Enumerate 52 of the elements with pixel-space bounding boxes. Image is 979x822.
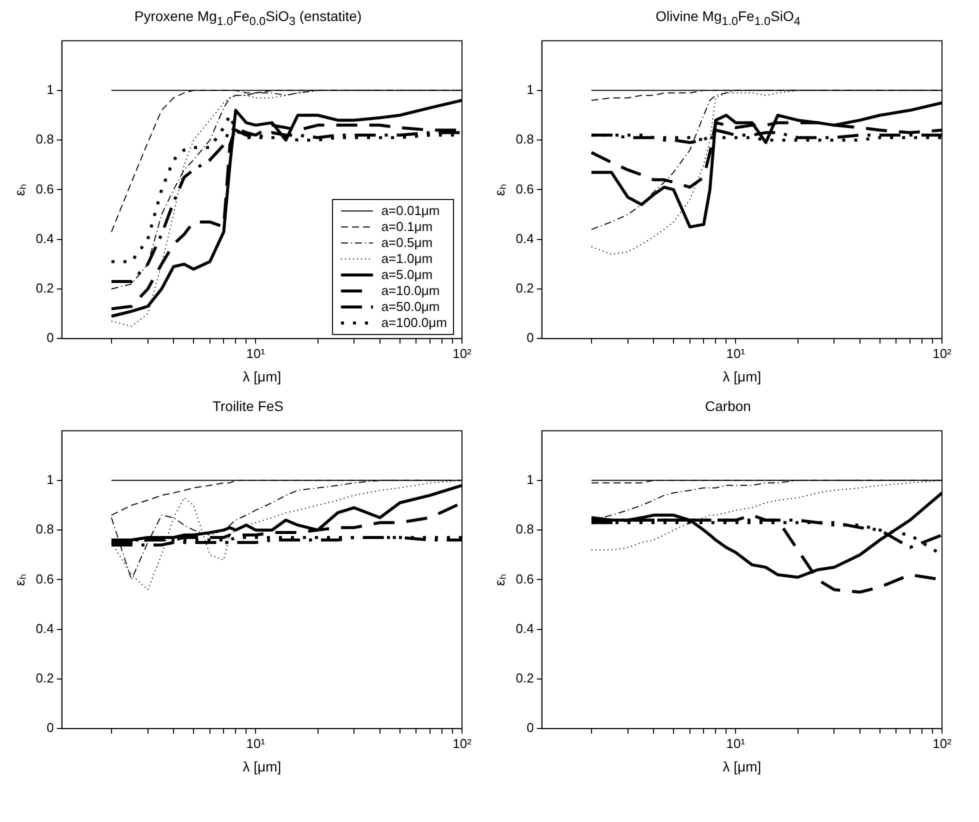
x-axis-title: λ [μm] [242,758,282,774]
x-axis-title: λ [μm] [242,368,282,384]
y-tick-label: 0.6 [36,181,54,196]
y-tick-label: 0 [46,720,54,736]
y-tick-label: 0.6 [516,571,534,586]
legend-label: a=100.0μm [381,314,447,331]
y-tick-label: 0.2 [516,280,534,296]
y-tick-label: 0.6 [36,571,54,586]
chart-title: Troilite FeS [211,398,285,416]
y-axis-title: εₕ [491,574,508,586]
y-tick-label: 1 [46,82,54,98]
y-tick-label: 0.6 [516,181,534,196]
y-tick-label: 1 [526,82,534,98]
x-axis-title: λ [μm] [722,368,762,384]
y-tick-label: 0 [46,330,54,346]
y-axis-title: εₕ [11,574,28,586]
chart-title: Pyroxene Mg$_{1.0}$Fe$_{0.0}$SiO$_{3}$ (enstatite) [133,8,363,30]
y-axis-title: εₕ [11,184,28,196]
y-tick-label: 0.8 [36,132,54,147]
legend-label: a=0.5μm [381,234,433,251]
x-tick-label: 10² [452,346,472,361]
y-tick-label: 0 [526,330,534,346]
x-tick-label: 10¹ [246,736,266,751]
legend-label: a=10.0μm [381,282,440,299]
y-tick-label: 0 [526,720,534,736]
legend-label: a=5.0μm [381,266,433,283]
x-tick-label: 10¹ [726,346,746,361]
y-tick-label: 0.2 [36,280,54,296]
y-tick-label: 0.8 [36,522,54,537]
legend-label: a=50.0μm [381,298,440,315]
y-axis-title: εₕ [491,184,508,196]
y-tick-label: 0.4 [36,230,54,246]
x-tick-label: 10² [452,736,472,751]
y-tick-label: 0.4 [36,620,54,636]
y-tick-label: 1 [46,472,54,488]
chart-title: Olivine Mg$_{1.0}$Fe$_{1.0}$SiO$_{4}$ [654,8,802,30]
y-tick-label: 0.8 [516,522,534,537]
y-tick-label: 0.4 [516,620,534,636]
x-tick-label: 10² [932,346,952,361]
y-tick-label: 0.2 [36,670,54,686]
chart-title: Carbon [704,398,752,416]
y-tick-label: 0.4 [516,230,534,246]
legend-label: a=1.0μm [381,250,433,267]
x-tick-label: 10¹ [726,736,746,751]
y-tick-label: 0.8 [516,132,534,147]
y-tick-label: 0.2 [516,670,534,686]
y-tick-label: 1 [526,472,534,488]
x-tick-label: 10¹ [246,346,266,361]
legend-label: a=0.1μm [381,218,433,235]
legend-label: a=0.01μm [381,202,440,219]
x-axis-title: λ [μm] [722,758,762,774]
x-tick-label: 10² [932,736,952,751]
